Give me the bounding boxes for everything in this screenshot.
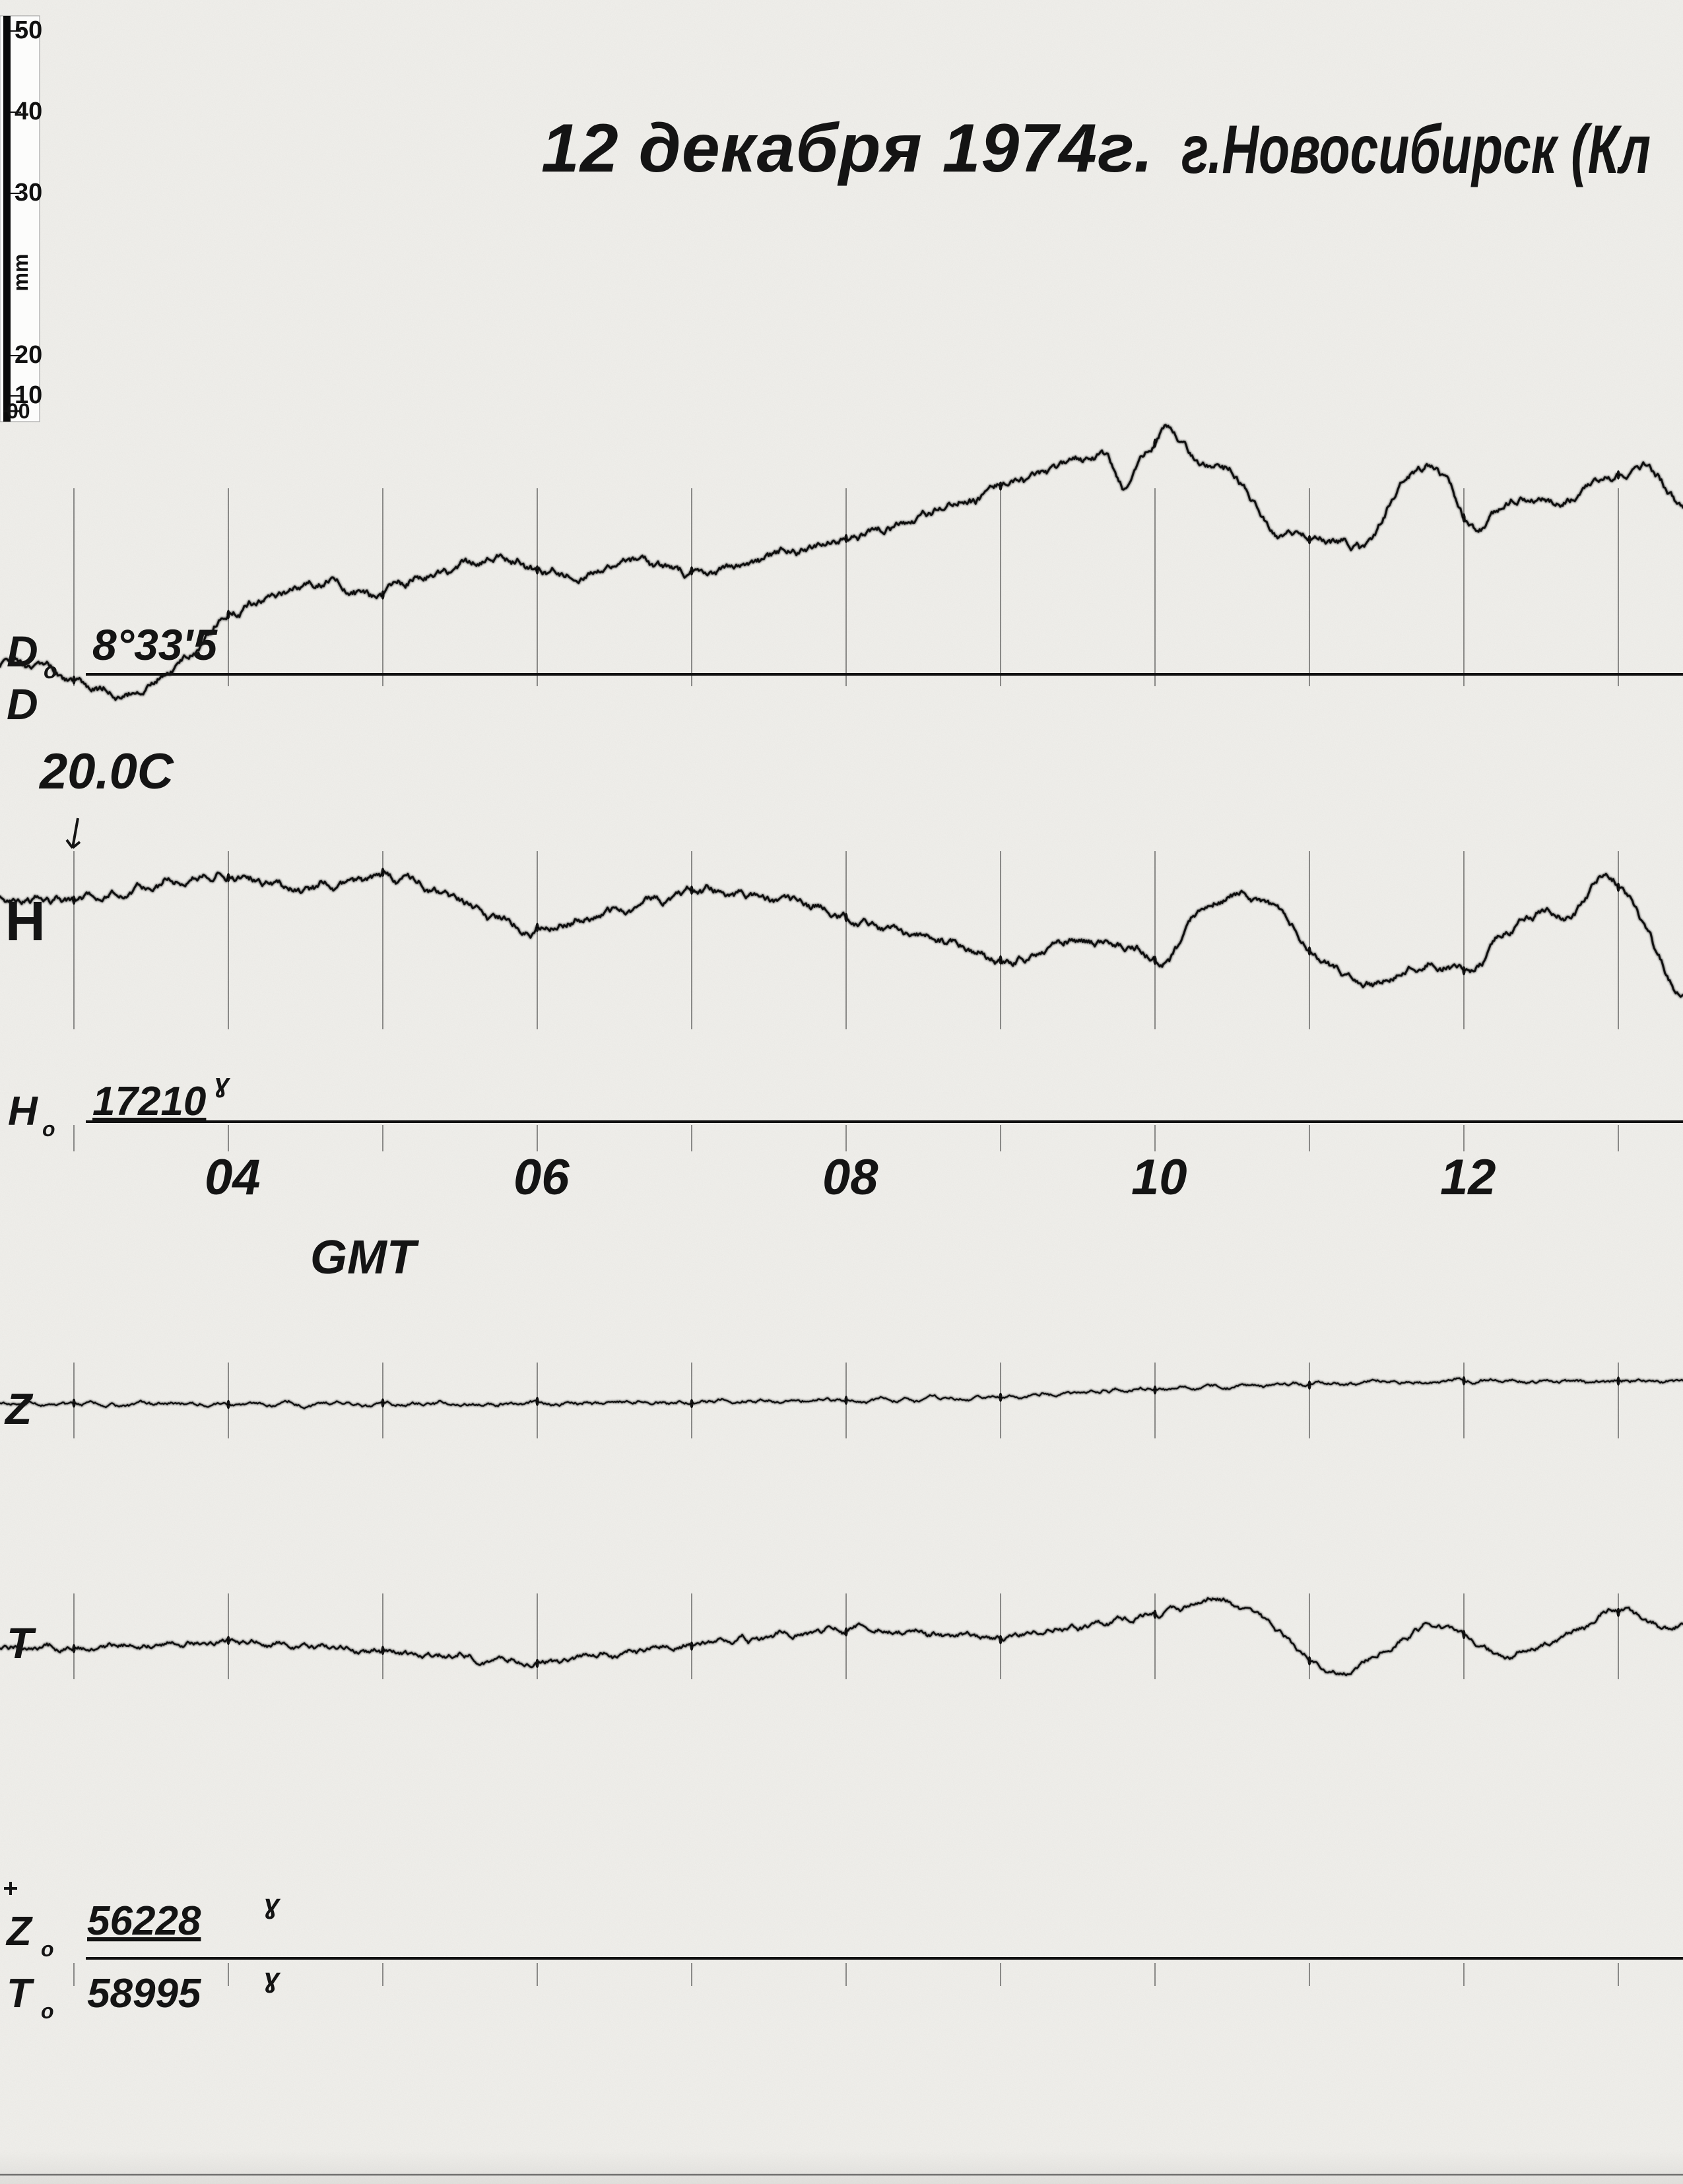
svg-text:17210: 17210 bbox=[92, 1079, 206, 1124]
svg-text:Z: Z bbox=[5, 1909, 33, 1954]
svg-text:04: 04 bbox=[205, 1149, 261, 1205]
svg-text:06: 06 bbox=[513, 1149, 570, 1205]
svg-text:D: D bbox=[7, 627, 38, 676]
svg-text:D: D bbox=[7, 680, 38, 728]
svg-text:mm: mm bbox=[9, 254, 32, 292]
svg-text:ɣ: ɣ bbox=[264, 1962, 281, 1993]
svg-text:T: T bbox=[7, 1971, 35, 2016]
svg-text:o: o bbox=[44, 658, 57, 684]
svg-text:56228: 56228 bbox=[87, 1898, 201, 1944]
svg-text:o: o bbox=[42, 1117, 55, 1141]
svg-text:GMT: GMT bbox=[310, 1231, 420, 1284]
svg-text:20.0C: 20.0C bbox=[38, 744, 174, 800]
svg-text:o: o bbox=[41, 1999, 54, 2023]
svg-text:T: T bbox=[7, 1619, 36, 1667]
svg-text:H: H bbox=[5, 890, 46, 952]
svg-text:12 декабря 1974г.: 12 декабря 1974г. bbox=[541, 110, 1154, 187]
svg-text:58995: 58995 bbox=[87, 1971, 202, 2016]
svg-text:ɣ: ɣ bbox=[214, 1069, 231, 1098]
svg-text:12: 12 bbox=[1440, 1149, 1496, 1205]
svg-text:o: o bbox=[41, 1937, 54, 1961]
svg-text:ɣ: ɣ bbox=[264, 1888, 281, 1919]
svg-text:10: 10 bbox=[1131, 1149, 1187, 1205]
svg-text:г.Новосибирск (Кл: г.Новосибирск (Кл bbox=[1181, 112, 1651, 188]
svg-text:08: 08 bbox=[822, 1149, 878, 1205]
svg-text:8°33'5: 8°33'5 bbox=[92, 620, 218, 669]
svg-text:Z: Z bbox=[4, 1384, 34, 1433]
svg-text:H: H bbox=[8, 1089, 38, 1134]
